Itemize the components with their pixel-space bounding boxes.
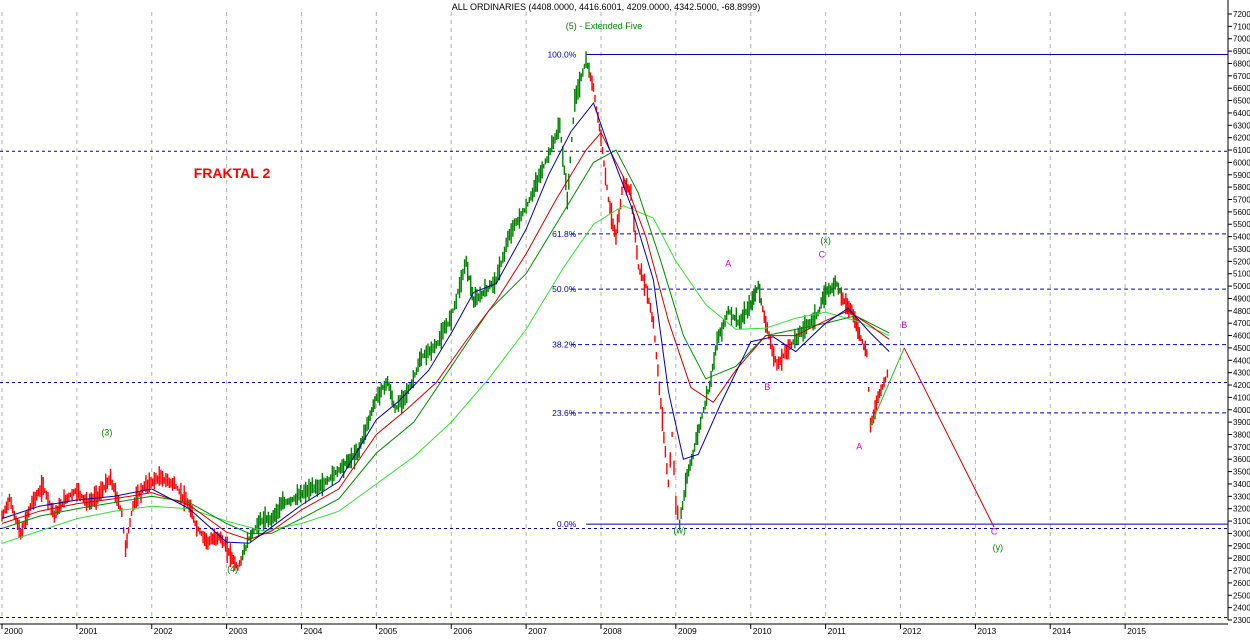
y-tick-label: 6500	[1233, 97, 1250, 106]
y-tick-label: 4700	[1233, 319, 1250, 328]
x-tick-label: 2006	[453, 626, 472, 636]
y-tick-label: 5800	[1233, 183, 1250, 192]
x-tick-label: 2009	[678, 626, 697, 636]
projection-up-line	[870, 347, 905, 427]
x-tick-label: 2004	[304, 626, 323, 636]
y-tick-label: 6700	[1233, 72, 1250, 81]
y-tick-label: 6100	[1233, 146, 1250, 155]
x-tick-label: 2005	[378, 626, 397, 636]
y-tick-label: 3400	[1233, 480, 1250, 489]
y-tick-label: 3900	[1233, 418, 1250, 427]
chart-title: ALL ORDINARIES (4408.0000, 4416.6001, 42…	[452, 2, 760, 12]
x-tick-label: 2015	[1127, 626, 1146, 636]
y-tick-label: 5100	[1233, 270, 1250, 279]
projection-lines	[870, 347, 995, 528]
y-tick-label: 6200	[1233, 134, 1250, 143]
y-tick-label: 5200	[1233, 257, 1250, 266]
wave-label: (w)	[673, 525, 686, 535]
fib-level-label: 0.0%	[557, 519, 577, 529]
x-tick-label: 2002	[154, 626, 173, 636]
y-tick-label: 6900	[1233, 47, 1250, 56]
x-tick-label: 2013	[977, 626, 996, 636]
y-tick-label: 5000	[1233, 282, 1250, 291]
projection-down-line	[903, 347, 995, 528]
y-tick-label: 5700	[1233, 196, 1250, 205]
fib-level-label: 61.8%	[552, 229, 577, 239]
x-tick-label: 2003	[229, 626, 248, 636]
x-tick-label: 2001	[79, 626, 98, 636]
x-tick-label: 2000	[4, 626, 23, 636]
wave-label: B	[901, 320, 907, 330]
wave-label: B	[764, 382, 770, 392]
y-tick-label: 5400	[1233, 233, 1250, 242]
y-tick-label: 4200	[1233, 381, 1250, 390]
y-tick-label: 7100	[1233, 22, 1250, 31]
y-tick-label: 3100	[1233, 517, 1250, 526]
y-tick-label: 6400	[1233, 109, 1250, 118]
y-tick-label: 4600	[1233, 332, 1250, 341]
y-tick-label: 5900	[1233, 171, 1250, 180]
y-tick-label: 3300	[1233, 492, 1250, 501]
y-tick-label: 2900	[1233, 542, 1250, 551]
moving-average-short	[1, 101, 890, 544]
y-tick-label: 5500	[1233, 220, 1250, 229]
y-tick-label: 4800	[1233, 307, 1250, 316]
fib-level-label: 38.2%	[552, 340, 577, 350]
y-tick-label: 3500	[1233, 468, 1250, 477]
fraktal-annotation: FRAKTAL 2	[194, 165, 271, 181]
wave-label: (3)	[101, 428, 112, 438]
y-tick-label: 7200	[1233, 10, 1250, 19]
wave-label: (y)	[993, 543, 1004, 553]
y-tick-label: 2700	[1233, 567, 1250, 576]
y-tick-label: 2500	[1233, 591, 1250, 600]
x-tick-label: 2014	[1052, 626, 1071, 636]
fib-level-label: 100.0%	[547, 49, 576, 59]
y-tick-label: 7000	[1233, 35, 1250, 44]
fib-level-label: 50.0%	[552, 284, 577, 294]
wave-label: A	[856, 441, 862, 451]
wave-label: A	[725, 258, 731, 268]
y-tick-label: 4900	[1233, 294, 1250, 303]
moving-averages	[1, 101, 890, 544]
y-tick-label: 3800	[1233, 430, 1250, 439]
y-tick-label: 4000	[1233, 406, 1250, 415]
moving-average-long	[1, 205, 890, 544]
y-tick-label: 4300	[1233, 369, 1250, 378]
x-tick-label: 2010	[753, 626, 772, 636]
y-tick-label: 6800	[1233, 59, 1250, 68]
y-tick-label: 4400	[1233, 356, 1250, 365]
wave-label: C	[991, 527, 998, 537]
wave-label: (4)	[227, 564, 238, 574]
y-tick-label: 2800	[1233, 554, 1250, 563]
wave-labels: (3) (4) (w) (x) (y) A B C A B C	[101, 235, 1003, 573]
y-tick-label: 5600	[1233, 208, 1250, 217]
x-tick-label: 2012	[903, 626, 922, 636]
x-tick-label: 2008	[603, 626, 622, 636]
y-tick-label: 3200	[1233, 505, 1250, 514]
x-tick-label: 2011	[828, 626, 847, 636]
y-tick-label: 3700	[1233, 443, 1250, 452]
moving-average-medium	[1, 131, 890, 541]
y-tick-label: 2300	[1233, 616, 1250, 625]
fib-level-label: 23.6%	[552, 408, 577, 418]
wave-label: (x)	[820, 235, 831, 245]
y-tick-label: 6000	[1233, 158, 1250, 167]
wave-label: C	[819, 250, 826, 260]
x-tick-label: 2007	[528, 626, 547, 636]
y-tick-label: 6600	[1233, 84, 1250, 93]
y-tick-label: 2400	[1233, 604, 1250, 613]
y-tick-label: 4100	[1233, 393, 1250, 402]
y-tick-label: 4500	[1233, 344, 1250, 353]
y-tick-label: 5300	[1233, 245, 1250, 254]
y-tick-label: 6300	[1233, 121, 1250, 130]
chart-subtitle: (5) - Extended Five	[566, 21, 643, 31]
y-tick-label: 2600	[1233, 579, 1250, 588]
y-tick-label: 3000	[1233, 529, 1250, 538]
y-tick-label: 3600	[1233, 455, 1250, 464]
